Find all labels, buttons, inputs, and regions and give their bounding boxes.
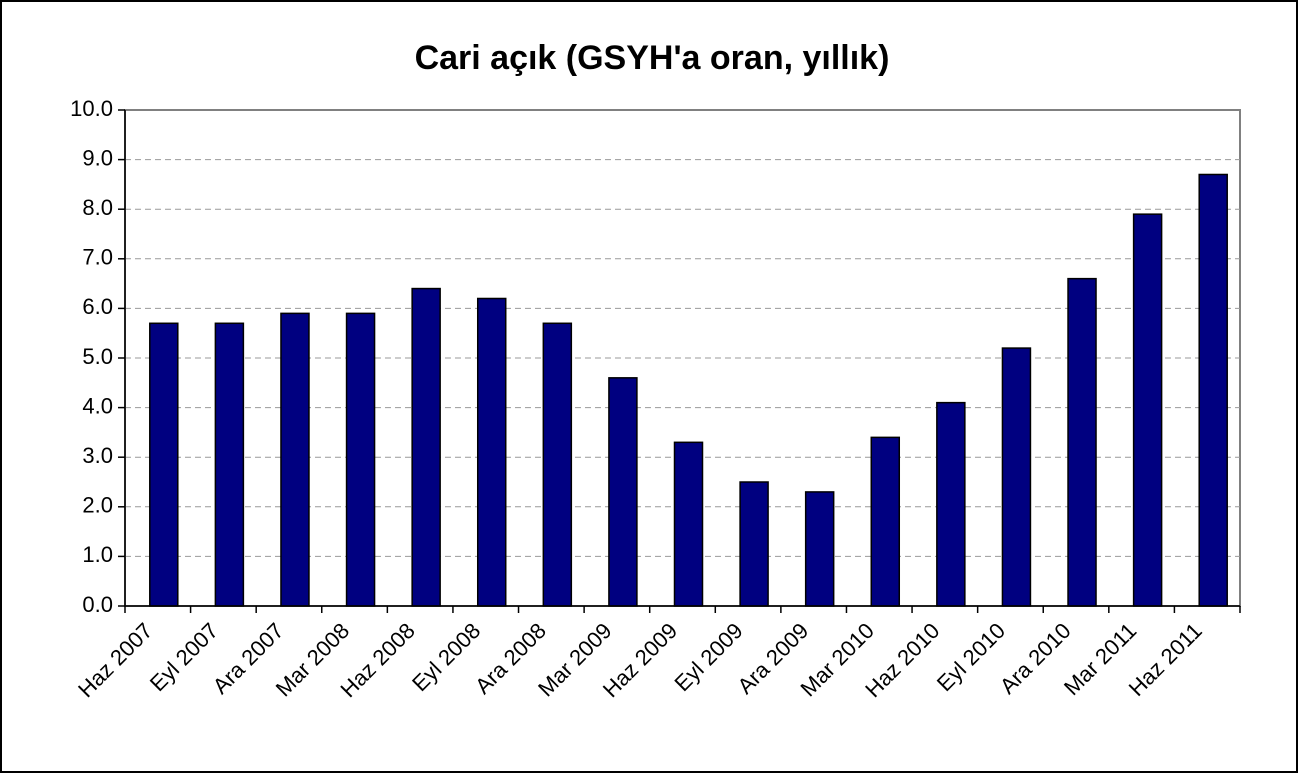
bar (608, 377, 638, 607)
y-tick-label: 1.0 (82, 542, 113, 567)
bar (936, 401, 966, 607)
bar (804, 491, 835, 607)
y-tick-label: 2.0 (82, 493, 113, 518)
bar (870, 436, 901, 607)
y-tick-label: 0.0 (82, 592, 113, 617)
bar (411, 287, 441, 607)
bar (1067, 277, 1097, 607)
bar (1198, 173, 1228, 607)
bar (1001, 347, 1032, 607)
bar (1132, 213, 1163, 607)
chart-title: Cari açık (GSYH'a oran, yıllık) (415, 39, 890, 77)
y-tick-label: 10.0 (70, 96, 113, 121)
bar (739, 481, 769, 607)
bar (280, 312, 310, 607)
y-tick-label: 6.0 (82, 294, 113, 319)
bar (542, 322, 573, 607)
y-tick-label: 3.0 (82, 443, 113, 468)
bar (214, 322, 245, 607)
y-tick-label: 7.0 (82, 245, 113, 270)
y-tick-label: 5.0 (82, 344, 113, 369)
bar (149, 322, 179, 607)
bar (345, 312, 376, 607)
y-tick-label: 9.0 (82, 145, 113, 170)
y-tick-label: 4.0 (82, 393, 113, 418)
y-tick-label: 8.0 (82, 195, 113, 220)
bar (673, 441, 704, 607)
bar (476, 297, 507, 607)
